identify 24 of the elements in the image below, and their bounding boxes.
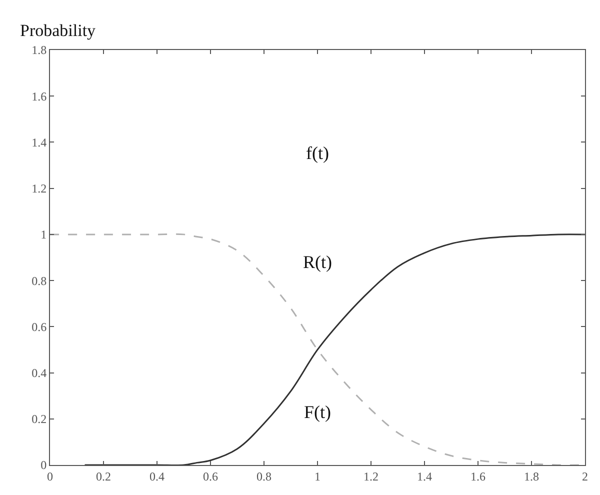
x-tick-label: 1.2: [364, 469, 378, 484]
y-tick-label: 1.8: [32, 43, 47, 58]
y-tick-label: 1.2: [32, 182, 47, 196]
y-tick-label: 1.6: [32, 89, 47, 104]
x-tick-label: 1.6: [470, 469, 486, 484]
x-tick-label: 1.8: [524, 469, 539, 484]
x-tick-label: 0.2: [96, 469, 111, 484]
x-tick-label: 1.4: [417, 469, 432, 484]
y-tick-label: 0.8: [32, 274, 47, 288]
annotation: f(t): [306, 143, 329, 163]
y-tick-label: 0.2: [32, 412, 47, 426]
y-tick-label: 1.4: [32, 135, 47, 150]
y-tick-label: 1: [40, 228, 47, 242]
series-label: R(t): [303, 252, 332, 272]
x-tick-label: 1: [314, 469, 320, 484]
x-tick-label: 0.8: [256, 469, 272, 484]
x-tick-label: 0.6: [203, 469, 218, 484]
x-tick-label: 2: [582, 469, 588, 484]
y-tick-label: 0: [40, 458, 47, 472]
y-tick-label: 0.6: [32, 320, 47, 334]
y-tick-label: 0.4: [32, 366, 47, 380]
y-axis-title: Probability: [20, 21, 96, 40]
series-label: F(t): [304, 402, 332, 422]
x-tick-label: 0.4: [150, 469, 164, 484]
